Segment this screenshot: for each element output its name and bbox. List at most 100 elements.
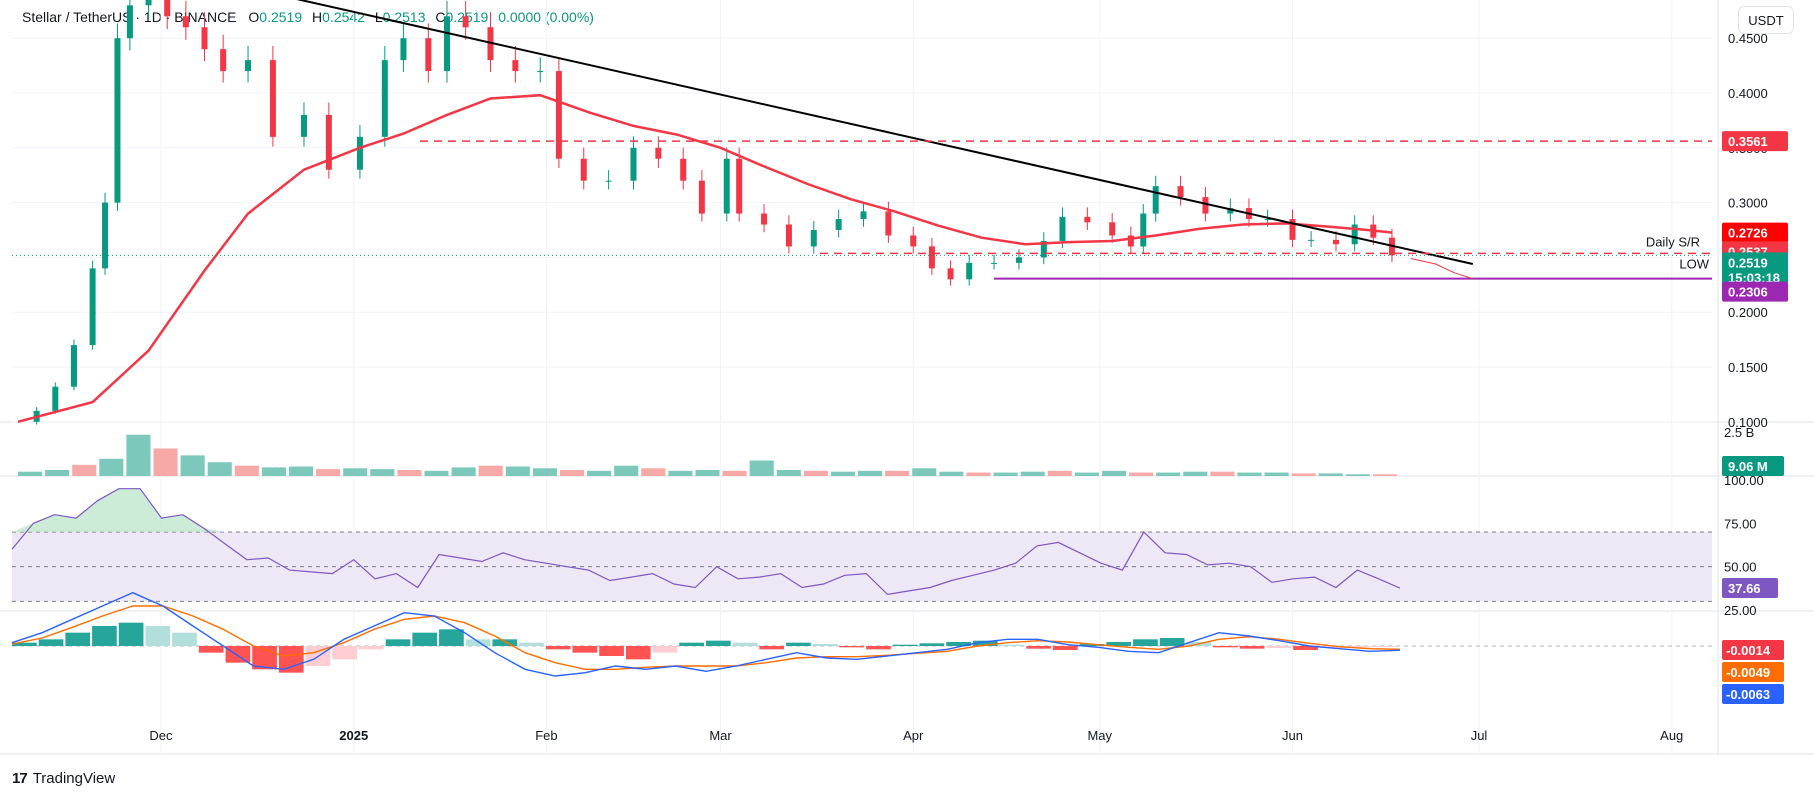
volume-bar	[1047, 470, 1072, 476]
rsi-tick-label: 25.00	[1724, 603, 1757, 618]
candle-body	[537, 71, 544, 73]
candle-body	[462, 16, 469, 28]
macd-tag-label: -0.0014	[1726, 643, 1771, 658]
macd-histogram-bar	[1079, 644, 1105, 646]
rsi-overbought-fill	[12, 488, 247, 532]
candle-body	[1140, 213, 1147, 247]
candle-body	[325, 114, 332, 170]
macd-histogram-bar	[1373, 646, 1398, 647]
macd-histogram-bar	[839, 646, 865, 648]
tradingview-logo[interactable]: 17 TradingView	[12, 770, 115, 787]
price-tag	[1722, 281, 1788, 302]
price-tick-label: 0.3000	[1728, 196, 1768, 211]
volume-bar	[18, 471, 43, 476]
low-label: LOW	[1679, 257, 1709, 272]
price-tick-label: 0.4000	[1728, 86, 1768, 101]
candle-body	[381, 60, 388, 137]
candle-body	[201, 27, 208, 50]
macd-histogram-bar	[198, 646, 224, 653]
projection-path	[1410, 258, 1473, 280]
price-tick-label: 0.4500	[1728, 31, 1768, 46]
volume-bar	[1264, 472, 1289, 476]
candle-body	[736, 158, 743, 214]
candle-body	[947, 268, 954, 280]
candle-body	[89, 268, 96, 346]
volume-bar	[1020, 471, 1045, 476]
candle-body	[1015, 257, 1022, 263]
volume-bar	[505, 466, 530, 476]
price-tick-label: 0.2000	[1728, 305, 1768, 320]
volume-bar	[261, 467, 286, 476]
volume-bar	[695, 469, 720, 476]
macd-histogram-bar	[572, 646, 598, 653]
volume-bar	[126, 434, 151, 476]
macd-histogram-bar	[12, 642, 37, 646]
exchange: BINANCE	[174, 9, 237, 25]
volume-bar	[939, 471, 964, 476]
volume-bar	[912, 468, 937, 476]
macd-histogram-bar	[1239, 646, 1265, 649]
candle-body	[400, 38, 407, 61]
macd-histogram-bar	[946, 642, 971, 646]
candle-body	[52, 386, 59, 411]
candle-body	[70, 345, 77, 387]
volume-scale-label: 2.5 B	[1724, 425, 1754, 440]
candle-body	[1152, 186, 1159, 214]
candle-body	[1333, 239, 1340, 245]
volume-bar	[885, 470, 910, 476]
candle-body	[1127, 235, 1134, 247]
candle-body	[966, 262, 973, 280]
price-tag	[1722, 222, 1788, 243]
high-label: H	[312, 9, 323, 25]
candle-body	[630, 147, 637, 181]
candle-body	[145, 0, 152, 6]
macd-histogram-bar	[759, 646, 785, 650]
candle-body	[1109, 222, 1116, 236]
volume-bar	[1372, 474, 1397, 476]
volume-bar	[1291, 473, 1316, 476]
volume-bar	[45, 469, 70, 476]
volume-bar	[803, 470, 828, 476]
time-axis-label: Dec	[149, 728, 173, 743]
volume-bar	[72, 464, 97, 476]
candle-body	[680, 158, 687, 181]
candle-body	[835, 219, 842, 230]
volume-bar	[288, 466, 314, 476]
volume-bar	[207, 462, 232, 476]
currency-button[interactable]: USDT	[1738, 6, 1794, 34]
tradingview-brand: TradingView	[32, 770, 116, 787]
ma-line	[17, 93, 1393, 424]
macd-histogram-bar	[1293, 646, 1318, 650]
macd-signal-line	[11, 605, 1401, 670]
candle-body	[220, 49, 227, 72]
macd-histogram-bar	[359, 646, 384, 650]
candle-body	[1177, 186, 1184, 198]
volume-bar	[370, 469, 395, 476]
candle-body	[860, 211, 867, 220]
candle-body	[1351, 224, 1358, 245]
candle-body	[885, 211, 892, 236]
volume-tag-label: 9.06 M	[1728, 459, 1768, 474]
volume-bar	[1101, 470, 1127, 476]
macd-histogram-bar	[786, 642, 811, 646]
trendline	[296, 0, 1474, 265]
volume-bar	[1074, 472, 1099, 476]
macd-histogram-bar	[172, 632, 197, 646]
rsi-tick-label: 100.00	[1724, 473, 1764, 488]
macd-histogram-bar	[919, 643, 945, 646]
macd-histogram-bar	[1106, 642, 1132, 646]
volume-bar	[587, 470, 612, 476]
macd-histogram-bar	[679, 642, 704, 646]
time-axis-label: Aug	[1660, 728, 1683, 743]
volume-bar	[722, 470, 747, 476]
volume-bar	[776, 469, 801, 476]
candle-body	[512, 60, 519, 72]
candle-body	[1308, 239, 1315, 241]
countdown-label: 15:03:18	[1728, 270, 1780, 285]
symbol-name[interactable]: Stellar / TetherUS	[22, 9, 132, 25]
price-tag	[1722, 252, 1788, 287]
macd-tag-label: -0.0063	[1726, 687, 1770, 702]
candle-body	[269, 60, 276, 137]
macd-histogram-bar	[599, 646, 624, 656]
